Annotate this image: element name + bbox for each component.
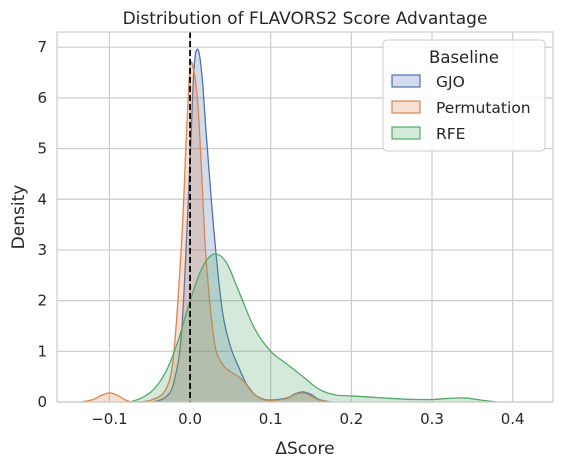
tick-labels: −0.1 0.0 0.1 0.2 0.3 0.4 0 1 2 3 4 5 6 7 [37, 38, 524, 428]
legend-label-rfe: RFE [436, 125, 465, 143]
density-line-permutation [81, 61, 332, 403]
y-tick-label: 2 [37, 292, 47, 310]
legend-label-gjo: GJO [436, 73, 465, 91]
x-tick-label: 0.2 [339, 410, 363, 428]
x-tick-label: 0.3 [420, 410, 444, 428]
legend: Baseline GJO Permutation RFE [382, 39, 546, 152]
plot-frame [56, 31, 554, 403]
density-area-gjo [153, 49, 332, 403]
x-tick-label: −0.1 [91, 410, 127, 428]
y-tick-label: 4 [37, 190, 47, 208]
legend-swatch-rfe [391, 126, 421, 140]
x-tick-label: 0.1 [259, 410, 283, 428]
chart-title: Distribution of FLAVORS2 Score Advantage [123, 9, 488, 29]
x-tick-label: 0.4 [501, 410, 525, 428]
x-axis-label: ΔScore [275, 439, 334, 459]
density-area-permutation [81, 62, 332, 402]
x-tick-label: 0.0 [178, 410, 202, 428]
legend-swatch-gjo [391, 74, 421, 88]
series-layer [81, 48, 497, 403]
legend-box [382, 39, 546, 152]
y-tick-label: 7 [37, 38, 47, 56]
density-line-rfe [129, 253, 497, 403]
legend-title: Baseline [429, 48, 499, 67]
legend-label-permutation: Permutation [436, 99, 531, 117]
y-tick-label: 0 [37, 393, 47, 411]
density-area-rfe [129, 253, 497, 402]
y-tick-label: 1 [37, 342, 47, 360]
legend-swatch-permutation [391, 100, 421, 114]
y-tick-label: 5 [37, 140, 47, 158]
y-tick-label: 6 [37, 89, 47, 107]
y-tick-label: 3 [37, 241, 47, 259]
y-axis-label: Density [9, 185, 29, 250]
